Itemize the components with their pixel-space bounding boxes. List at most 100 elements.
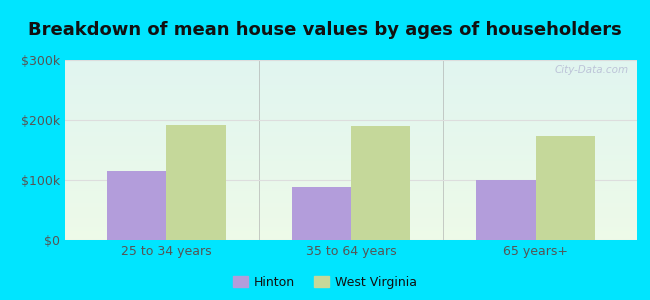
Bar bbox=[65, 196, 637, 197]
Bar bbox=[65, 227, 637, 228]
Bar bbox=[65, 136, 637, 137]
Bar bbox=[65, 109, 637, 110]
Bar bbox=[65, 100, 637, 101]
Bar bbox=[65, 137, 637, 138]
Bar bbox=[65, 218, 637, 219]
Bar bbox=[65, 106, 637, 107]
Bar bbox=[65, 169, 637, 170]
Bar bbox=[65, 145, 637, 146]
Bar bbox=[65, 198, 637, 199]
Bar bbox=[65, 204, 637, 205]
Bar bbox=[65, 173, 637, 174]
Bar bbox=[65, 119, 637, 120]
Bar bbox=[65, 140, 637, 141]
Bar bbox=[65, 67, 637, 68]
Bar bbox=[65, 147, 637, 148]
Bar bbox=[65, 126, 637, 127]
Bar bbox=[65, 162, 637, 163]
Bar bbox=[65, 98, 637, 99]
Bar bbox=[65, 207, 637, 208]
Bar bbox=[65, 82, 637, 83]
Bar bbox=[166, 125, 226, 240]
Bar bbox=[476, 180, 536, 240]
Bar bbox=[65, 158, 637, 159]
Bar bbox=[65, 86, 637, 87]
Bar bbox=[107, 171, 166, 240]
Bar bbox=[65, 202, 637, 203]
Bar bbox=[65, 180, 637, 181]
Bar bbox=[65, 130, 637, 131]
Bar bbox=[65, 142, 637, 143]
Bar bbox=[65, 176, 637, 177]
Bar bbox=[65, 115, 637, 116]
Bar bbox=[65, 216, 637, 217]
Bar bbox=[65, 132, 637, 133]
Bar bbox=[65, 182, 637, 183]
Bar bbox=[65, 112, 637, 113]
Bar bbox=[65, 143, 637, 144]
Bar bbox=[65, 183, 637, 184]
Bar bbox=[65, 91, 637, 92]
Bar bbox=[65, 195, 637, 196]
Bar bbox=[65, 214, 637, 215]
Bar bbox=[65, 192, 637, 193]
Bar bbox=[65, 171, 637, 172]
Bar bbox=[65, 185, 637, 186]
Bar bbox=[65, 100, 637, 101]
Bar bbox=[65, 63, 637, 64]
Bar bbox=[65, 110, 637, 111]
Bar bbox=[65, 219, 637, 220]
Bar bbox=[65, 213, 637, 214]
Bar bbox=[65, 209, 637, 210]
Bar bbox=[65, 105, 637, 106]
Bar bbox=[65, 107, 637, 108]
Bar bbox=[65, 102, 637, 103]
Bar bbox=[65, 111, 637, 112]
Bar bbox=[65, 179, 637, 180]
Bar bbox=[65, 203, 637, 204]
Text: Breakdown of mean house values by ages of householders: Breakdown of mean house values by ages o… bbox=[28, 21, 622, 39]
Bar bbox=[65, 223, 637, 224]
Bar bbox=[65, 87, 637, 88]
Bar bbox=[65, 81, 637, 82]
Bar bbox=[65, 62, 637, 63]
Bar bbox=[65, 189, 637, 190]
Bar bbox=[351, 126, 410, 240]
Bar bbox=[65, 95, 637, 96]
Bar bbox=[65, 139, 637, 140]
Bar bbox=[65, 230, 637, 231]
Bar bbox=[65, 125, 637, 126]
Bar bbox=[65, 138, 637, 139]
Bar bbox=[65, 224, 637, 225]
Bar bbox=[65, 127, 637, 128]
Bar bbox=[65, 174, 637, 175]
Bar bbox=[65, 133, 637, 134]
Bar bbox=[65, 225, 637, 226]
Bar bbox=[65, 103, 637, 104]
Bar bbox=[65, 231, 637, 232]
Bar bbox=[65, 166, 637, 167]
Bar bbox=[65, 64, 637, 65]
Bar bbox=[65, 73, 637, 74]
Bar bbox=[65, 175, 637, 176]
Bar bbox=[65, 82, 637, 83]
Bar bbox=[65, 66, 637, 67]
Bar bbox=[65, 124, 637, 125]
Bar bbox=[65, 65, 637, 66]
Bar bbox=[65, 60, 637, 61]
Bar bbox=[65, 71, 637, 72]
Bar bbox=[65, 149, 637, 150]
Bar bbox=[65, 77, 637, 78]
Bar bbox=[65, 118, 637, 119]
Bar bbox=[65, 69, 637, 70]
Bar bbox=[65, 131, 637, 132]
Bar bbox=[65, 93, 637, 94]
Bar bbox=[65, 120, 637, 121]
Bar bbox=[65, 141, 637, 142]
Bar bbox=[65, 161, 637, 162]
Bar bbox=[65, 129, 637, 130]
Bar bbox=[65, 199, 637, 200]
Bar bbox=[65, 234, 637, 235]
Bar bbox=[65, 152, 637, 153]
Bar bbox=[65, 200, 637, 201]
